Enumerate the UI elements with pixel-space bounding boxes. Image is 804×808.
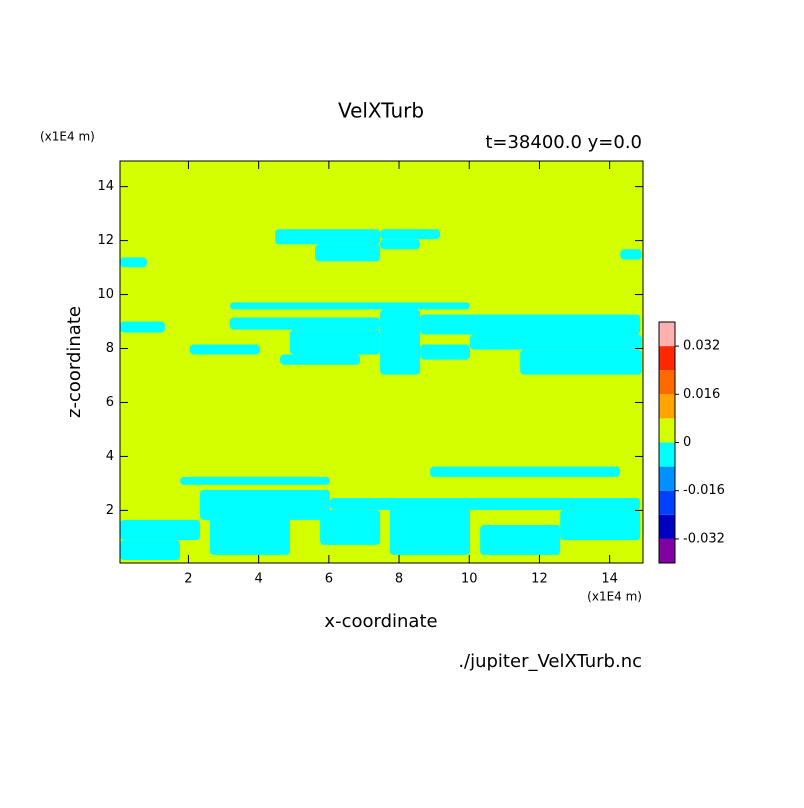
contour-patch (389, 504, 470, 555)
contour-patch (189, 344, 261, 355)
y-units: (x1E4 m) (40, 130, 95, 144)
y-tick-label: 2 (106, 503, 114, 518)
contour-patch (289, 329, 381, 355)
contour-patch (520, 349, 642, 375)
x-tick-label: 8 (395, 572, 403, 587)
x-tick-label: 12 (531, 572, 548, 587)
colorbar-segment (659, 370, 675, 395)
x-tick-label: 4 (255, 572, 263, 587)
x-tick-label: 14 (601, 572, 618, 587)
colorbar-segment (659, 418, 675, 443)
colorbar-segment (659, 490, 675, 515)
contour-patch (420, 314, 641, 335)
contour-patch (120, 540, 181, 561)
contour-patch (120, 257, 148, 268)
y-axis-label: z-coordinate (64, 306, 85, 418)
contour-patch (120, 321, 165, 333)
contour-patch (620, 249, 642, 260)
y-tick-label: 4 (106, 449, 114, 464)
y-tick-label: 14 (97, 179, 114, 194)
source-file: ./jupiter_VelXTurb.nc (458, 651, 642, 672)
contour-patch (120, 519, 201, 541)
colorbar-segment (659, 346, 675, 371)
contour-patch (329, 497, 641, 510)
y-tick-label: 12 (97, 233, 114, 248)
x-axis-label: x-coordinate (324, 611, 437, 632)
x-units: (x1E4 m) (587, 590, 642, 604)
plot-frame (119, 160, 644, 564)
contour-patch (380, 229, 441, 240)
colorbar-segment (659, 394, 675, 419)
colorbar-segment (659, 538, 675, 563)
colorbar-segment (659, 322, 675, 347)
x-tick-label: 6 (325, 572, 333, 587)
contour-patch (229, 317, 381, 330)
contour-patch (380, 239, 421, 250)
chart-title: VelXTurb (338, 99, 424, 123)
contour-patch (480, 524, 561, 555)
y-tick-label: 10 (97, 287, 114, 302)
colorbar-segment (659, 442, 675, 467)
contour-patch (275, 229, 381, 245)
contour-patch (280, 354, 361, 365)
contour-patch (229, 302, 470, 310)
y-tick-label: 6 (106, 395, 114, 410)
contour-patch (380, 309, 421, 375)
colorbar-tick-label: -0.016 (683, 483, 725, 498)
colorbar-tick-label: 0.016 (683, 387, 720, 402)
contour-patch (429, 466, 621, 477)
contour-patch (180, 476, 330, 485)
colorbar-tick-label: 0 (683, 435, 691, 450)
contour-patch (420, 344, 470, 360)
colorbar-tick-label: -0.032 (683, 531, 725, 546)
contour-patch (209, 499, 290, 555)
colorbar-tick-label: 0.032 (683, 339, 720, 354)
chart-subtitle: t=38400.0 y=0.0 (485, 132, 642, 153)
contour-patch (469, 334, 642, 350)
contour-patch (320, 509, 381, 545)
colorbar-segment (659, 466, 675, 491)
contour-patch (560, 509, 641, 541)
y-tick-label: 8 (106, 341, 114, 356)
colorbar-segment (659, 514, 675, 539)
x-tick-label: 10 (461, 572, 478, 587)
contour-patch (315, 244, 381, 262)
x-tick-label: 2 (184, 572, 192, 587)
